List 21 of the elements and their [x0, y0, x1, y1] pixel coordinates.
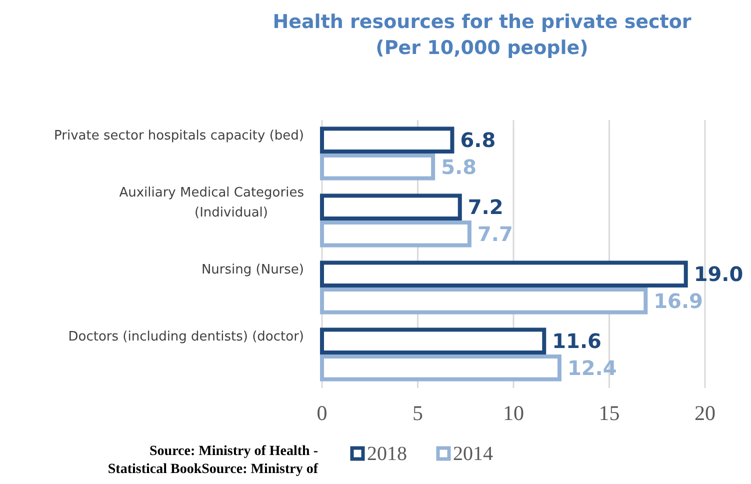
data-label: 16.9 [654, 288, 703, 313]
y-tick-label: Doctors (including dentists) (doctor) [68, 330, 304, 344]
x-tick-label: 10 [503, 401, 524, 425]
y-tick-label: Nursing (Nurse) [201, 262, 304, 278]
data-label: 12.4 [567, 356, 617, 380]
data-label: 7.2 [468, 195, 504, 220]
x-tick-label: 0 [316, 401, 328, 425]
legend-label: 2018 [367, 443, 407, 465]
source-note: Source: Ministry of Health - Statistical BookSource: Ministry of [108, 444, 318, 477]
legend-label: 2014 [453, 443, 493, 465]
x-tick-label: 5 [412, 401, 423, 425]
y-tick-label: Auxiliary Medical Categories (Individual) [119, 186, 304, 220]
data-label: 19.0 [694, 262, 744, 286]
chart-title: Health resources for the private sector (Per 10,000 people) [272, 11, 692, 59]
x-tick-label: 20 [694, 401, 716, 425]
data-label: 6.8 [460, 128, 496, 152]
data-label: 11.6 [552, 329, 602, 354]
data-label: 5.8 [441, 154, 477, 179]
x-tick-label: 15 [598, 401, 620, 425]
y-tick-label: Private sector hospitals capacity (bed) [54, 128, 304, 144]
data-label: 7.7 [477, 222, 513, 246]
